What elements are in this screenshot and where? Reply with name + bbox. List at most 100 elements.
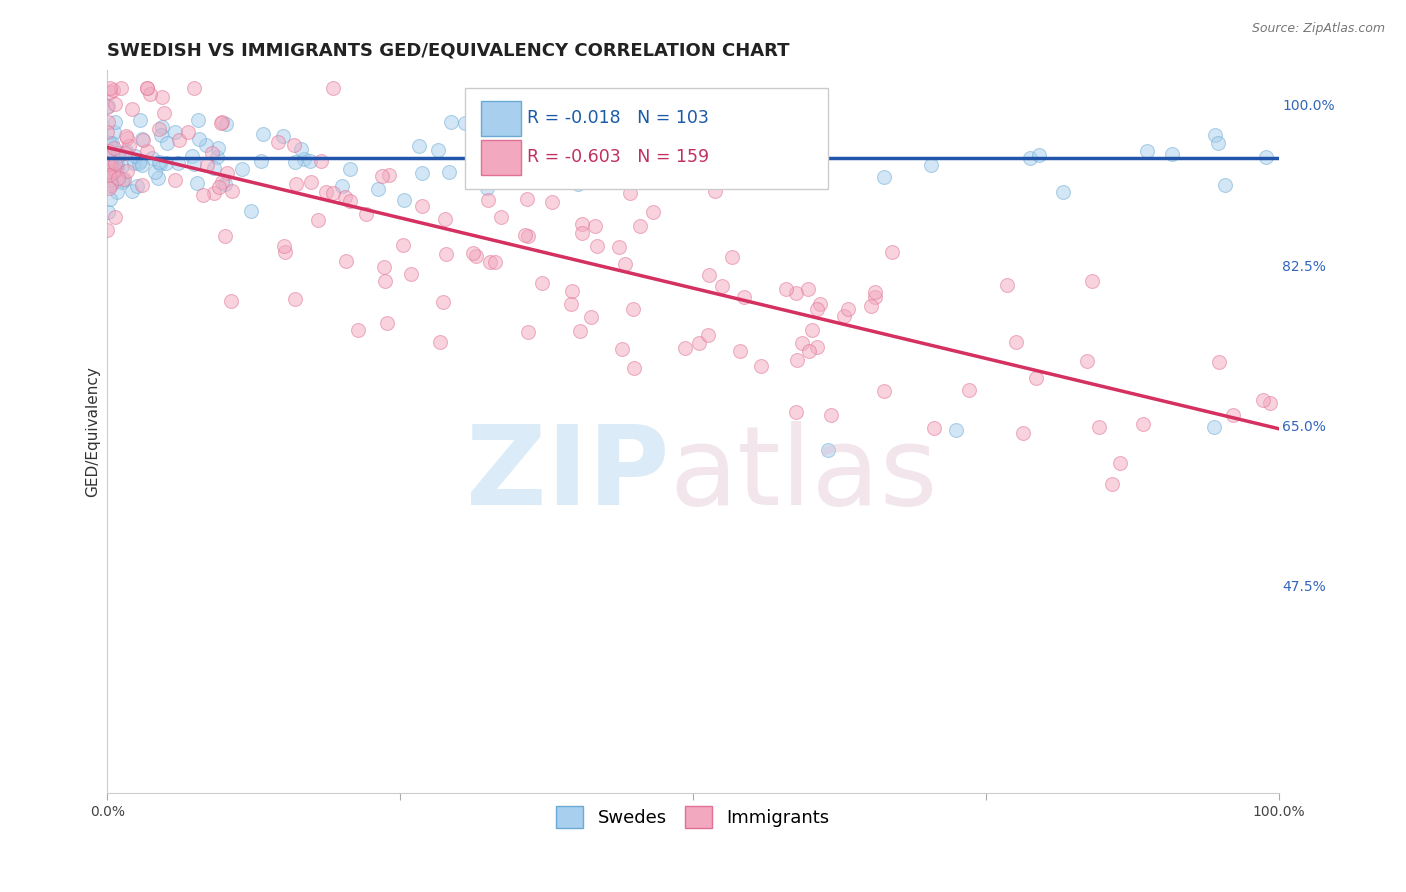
- Point: [796, 282, 818, 296]
- Point: [790, 335, 813, 350]
- Point: [105, 185, 128, 199]
- Point: [283, 137, 305, 152]
- Point: [150, 120, 173, 134]
- Point: [1256, 150, 1278, 164]
- Point: [581, 172, 603, 186]
- FancyBboxPatch shape: [481, 101, 520, 136]
- Point: [434, 211, 457, 226]
- Text: 100.0%: 100.0%: [1282, 99, 1336, 113]
- Point: [568, 324, 591, 338]
- Point: [167, 156, 190, 170]
- Point: [880, 244, 903, 259]
- Point: [607, 153, 630, 167]
- Point: [214, 228, 236, 243]
- Point: [688, 335, 710, 350]
- Point: [1208, 355, 1230, 369]
- Point: [641, 204, 664, 219]
- Point: [273, 128, 295, 143]
- Point: [149, 157, 172, 171]
- Point: [373, 260, 395, 275]
- Point: [181, 149, 204, 163]
- Point: [515, 228, 537, 243]
- Point: [561, 285, 583, 299]
- Point: [330, 178, 353, 193]
- Point: [335, 253, 357, 268]
- Point: [1087, 420, 1109, 434]
- Point: [96, 100, 118, 114]
- Text: R = -0.603   N = 159: R = -0.603 N = 159: [527, 148, 709, 166]
- Point: [136, 81, 159, 95]
- Point: [371, 169, 394, 183]
- Point: [217, 166, 239, 180]
- Point: [274, 244, 297, 259]
- Point: [97, 173, 120, 187]
- Legend: Swedes, Immigrants: Swedes, Immigrants: [550, 798, 837, 835]
- Point: [97, 168, 120, 182]
- Point: [619, 186, 641, 201]
- Text: atlas: atlas: [669, 421, 938, 528]
- Point: [643, 161, 665, 176]
- Point: [156, 136, 179, 151]
- Point: [550, 161, 572, 176]
- Point: [517, 229, 540, 244]
- Point: [205, 150, 228, 164]
- Point: [464, 158, 486, 172]
- Point: [475, 181, 498, 195]
- Point: [115, 163, 138, 178]
- Point: [117, 130, 139, 145]
- Point: [252, 127, 274, 141]
- Point: [945, 423, 967, 437]
- Point: [163, 173, 186, 187]
- Point: [411, 166, 433, 180]
- Point: [292, 152, 315, 166]
- Point: [872, 384, 894, 399]
- Text: 47.5%: 47.5%: [1282, 580, 1326, 594]
- Point: [1161, 146, 1184, 161]
- Point: [118, 138, 141, 153]
- Point: [820, 408, 842, 422]
- Point: [104, 115, 127, 129]
- Point: [98, 180, 121, 194]
- Point: [105, 157, 128, 171]
- Point: [560, 297, 582, 311]
- Point: [114, 128, 136, 143]
- Point: [97, 115, 120, 129]
- Point: [124, 149, 146, 163]
- Point: [150, 89, 173, 103]
- Point: [478, 255, 501, 269]
- Point: [187, 112, 209, 127]
- Point: [817, 443, 839, 458]
- Point: [832, 309, 855, 323]
- Point: [191, 187, 214, 202]
- Point: [408, 138, 430, 153]
- Point: [1251, 393, 1274, 408]
- Point: [517, 325, 540, 339]
- Point: [440, 115, 463, 129]
- Point: [540, 194, 562, 209]
- Point: [148, 121, 170, 136]
- Point: [651, 138, 673, 153]
- Point: [138, 87, 160, 101]
- Point: [97, 151, 120, 165]
- Point: [837, 302, 859, 317]
- Point: [187, 132, 209, 146]
- Point: [103, 126, 125, 140]
- Point: [131, 132, 153, 146]
- Point: [491, 210, 513, 224]
- Point: [1052, 185, 1074, 199]
- Point: [104, 96, 127, 111]
- Point: [721, 250, 744, 264]
- Point: [211, 175, 233, 189]
- Point: [98, 146, 121, 161]
- Point: [614, 257, 637, 271]
- Point: [284, 293, 307, 307]
- Point: [610, 342, 633, 356]
- Point: [339, 194, 361, 208]
- Point: [98, 136, 121, 151]
- Point: [101, 136, 124, 151]
- Point: [628, 129, 651, 144]
- Point: [728, 343, 751, 358]
- Point: [267, 135, 290, 149]
- Point: [195, 158, 218, 172]
- Point: [96, 155, 118, 169]
